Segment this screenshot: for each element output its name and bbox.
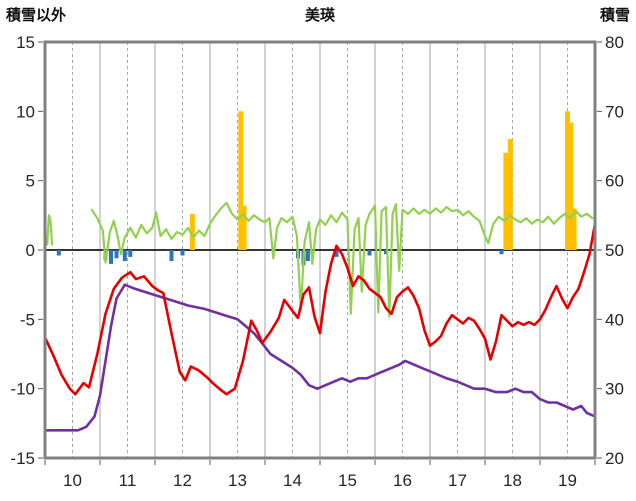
blue-bars-bar xyxy=(180,250,185,256)
orange-bars-bar xyxy=(503,152,509,250)
blue-bars-bar xyxy=(122,250,127,262)
orange-bars-bar xyxy=(189,213,195,250)
right-axis-tick-label: 20 xyxy=(605,449,624,468)
blue-bars-bar xyxy=(109,250,113,264)
x-axis-tick-label: 14 xyxy=(283,471,302,490)
blue-bars-bar xyxy=(169,250,174,262)
left-axis-tick-label: -5 xyxy=(20,310,35,329)
x-axis-tick-label: 10 xyxy=(63,471,82,490)
left-axis-tick-label: 0 xyxy=(26,241,35,260)
left-axis-tick-label: -10 xyxy=(10,380,35,399)
left-axis-tick-label: 10 xyxy=(16,102,35,121)
right-axis-tick-label: 70 xyxy=(605,102,624,121)
orange-bars-bar xyxy=(571,208,577,250)
orange-bars-bar xyxy=(241,205,247,250)
right-axis-title: 積雪 xyxy=(599,7,630,24)
blue-bars-bar xyxy=(56,250,61,256)
right-axis-tick-label: 80 xyxy=(605,33,624,52)
blue-bars-bar xyxy=(128,250,133,257)
right-axis-tick-label: 40 xyxy=(605,310,624,329)
green-line xyxy=(46,214,54,246)
x-axis-tick-label: 16 xyxy=(393,471,412,490)
blue-bars-bar xyxy=(114,250,119,259)
x-axis-tick-label: 12 xyxy=(173,471,192,490)
blue-bars-bar xyxy=(384,250,388,255)
blue-bars-bar xyxy=(334,250,339,257)
plot-border xyxy=(43,40,597,460)
x-axis-tick-label: 11 xyxy=(119,471,137,490)
x-axis-tick-label: 15 xyxy=(338,471,357,490)
left-axis-tick-label: -15 xyxy=(10,449,35,468)
left-axis-title: 積雪以外 xyxy=(6,7,67,24)
left-axis-tick-label: 5 xyxy=(26,172,35,191)
x-axis-tick-label: 18 xyxy=(503,471,522,490)
right-axis-tick-label: 60 xyxy=(605,172,624,191)
green-line xyxy=(90,201,594,318)
orange-bars-bar xyxy=(238,111,244,250)
right-axis-tick-label: 50 xyxy=(605,241,624,260)
x-axis-tick-label: 19 xyxy=(558,471,577,490)
orange-bars-bar xyxy=(565,111,570,250)
left-axis-tick-label: 15 xyxy=(16,33,35,52)
orange-bars-bar xyxy=(507,139,513,250)
blue-bars-bar xyxy=(367,250,372,256)
red-line xyxy=(43,222,597,396)
x-axis-tick-label: 13 xyxy=(228,471,247,490)
x-axis-tick-label: 17 xyxy=(448,471,467,490)
orange-bars-bar xyxy=(568,122,574,250)
purple-line xyxy=(43,283,597,432)
chart-title: 美瑛 xyxy=(304,7,335,24)
blue-bars-bar xyxy=(305,250,310,262)
blue-bars-bar xyxy=(499,250,504,255)
right-axis-tick-label: 30 xyxy=(605,380,624,399)
